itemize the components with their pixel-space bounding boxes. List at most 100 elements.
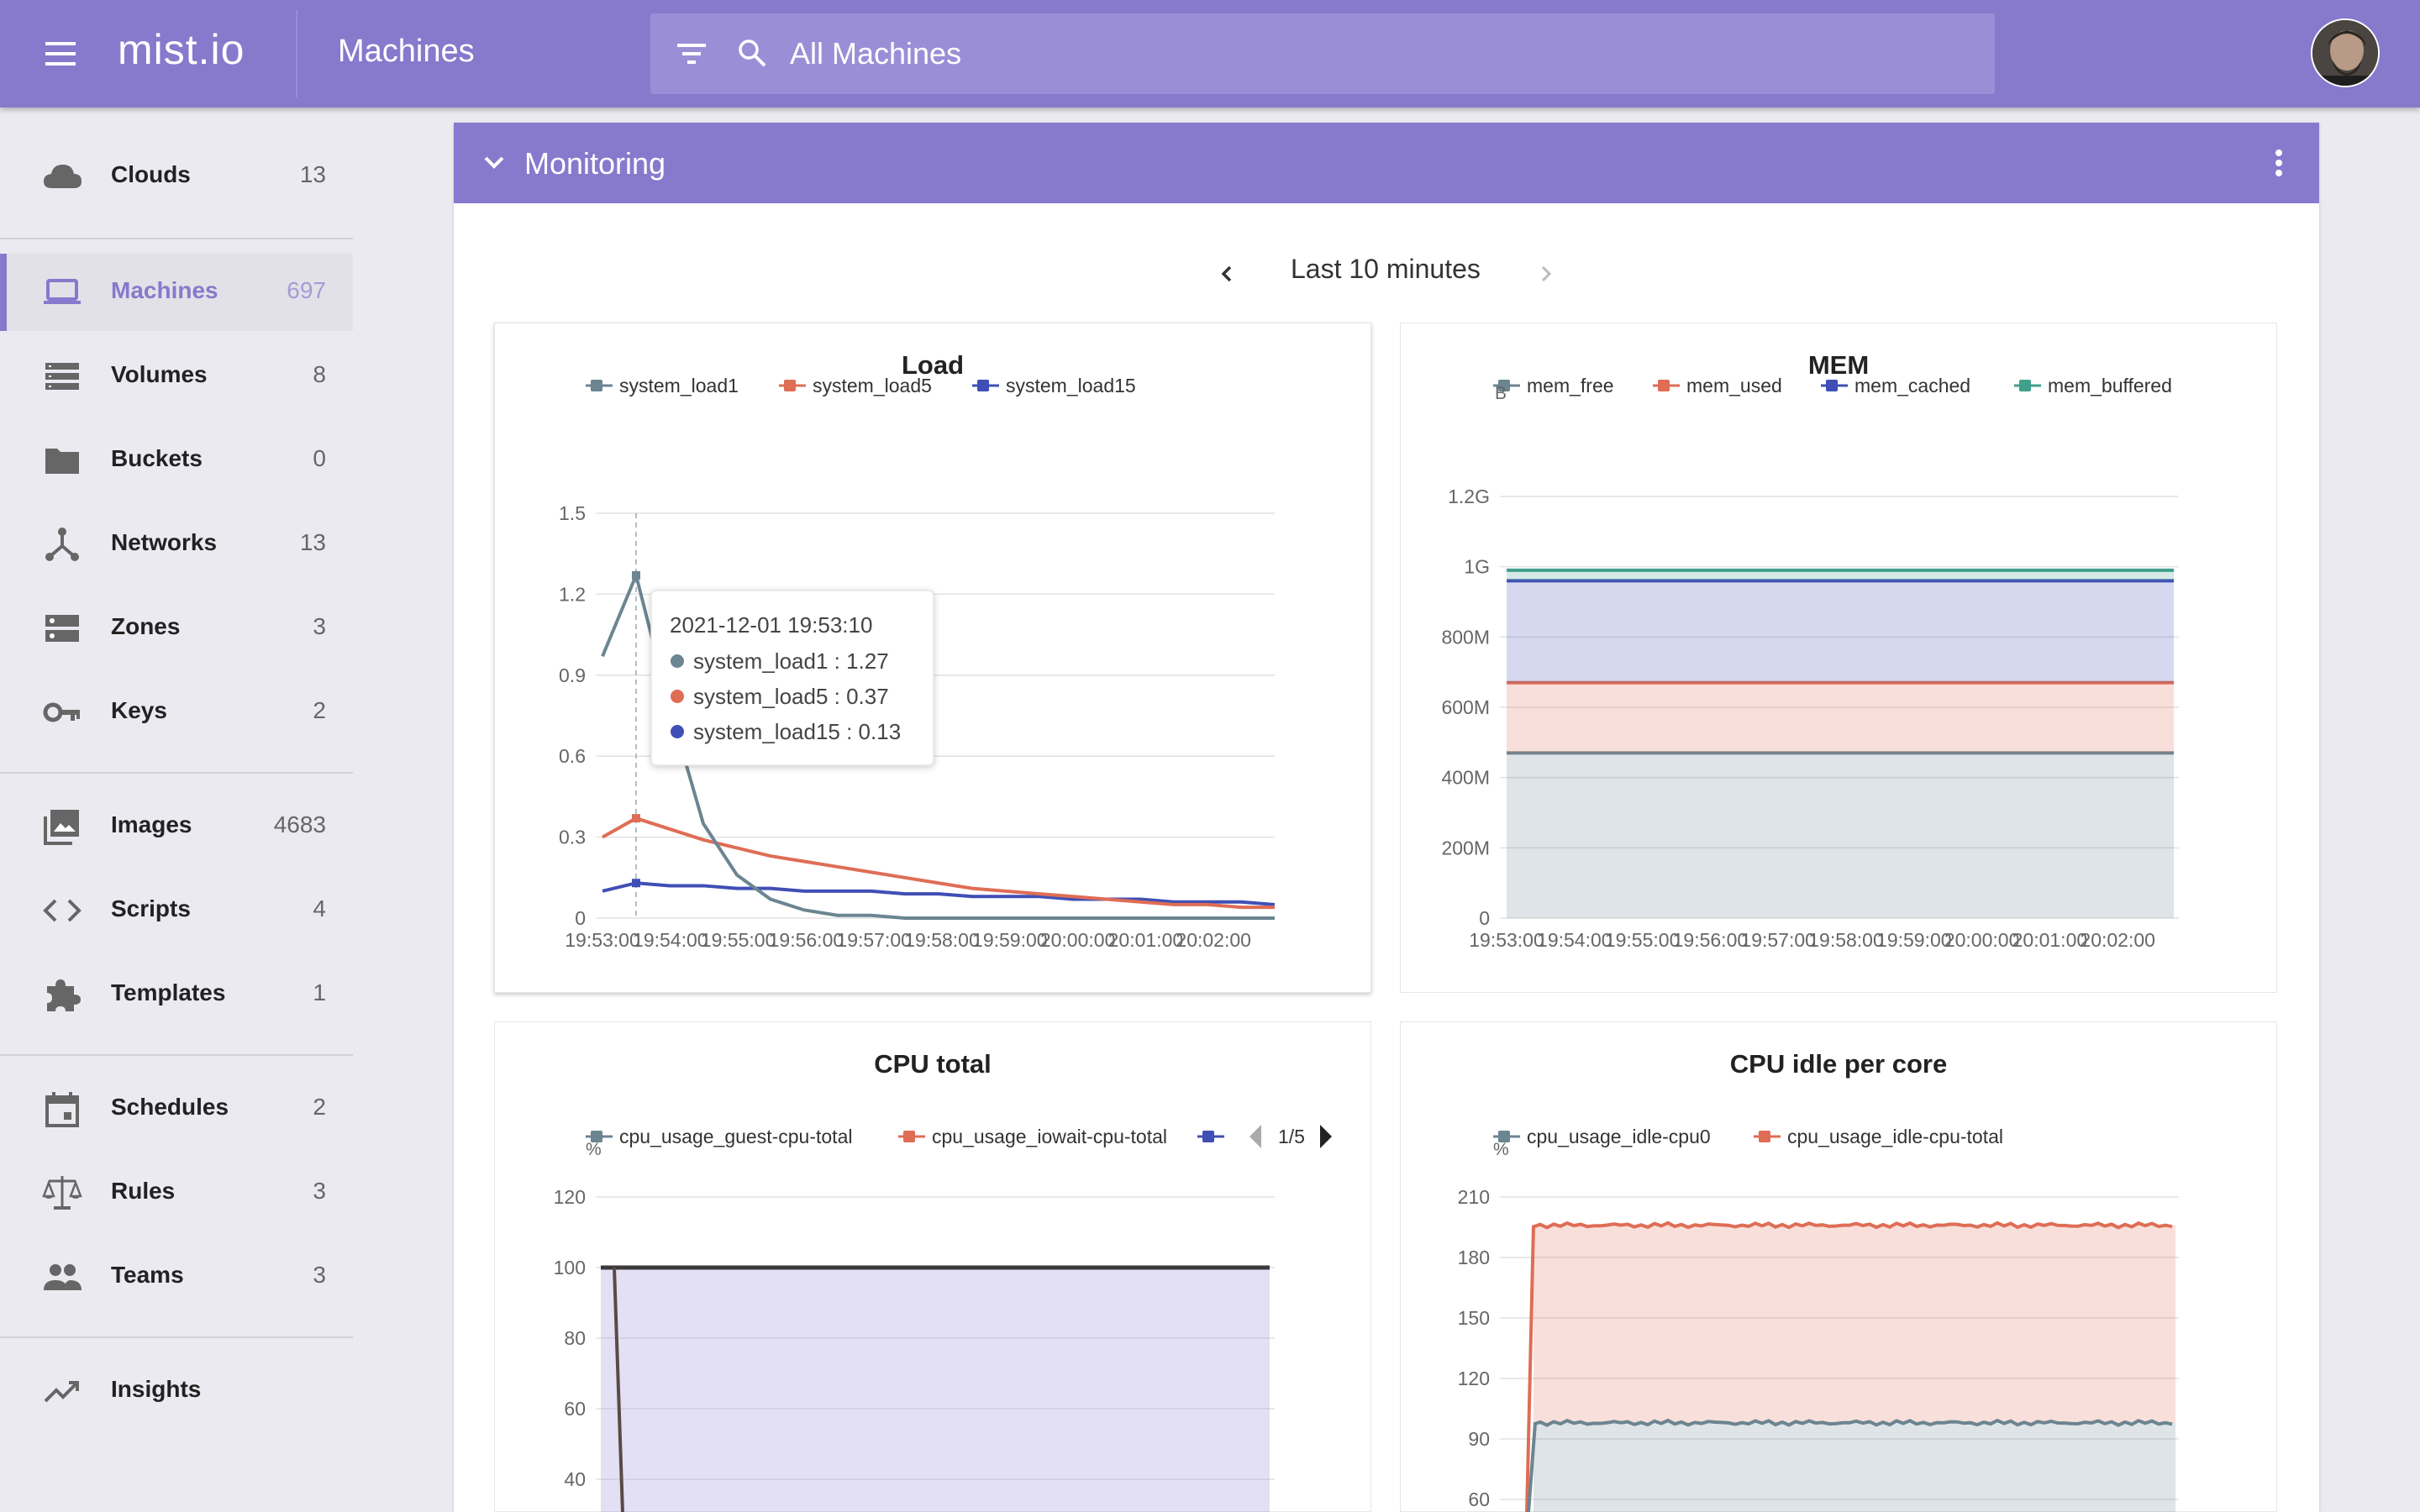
- chart-mem[interactable]: MEM mem_free mem_used mem_cached mem_buffer…: [1400, 323, 2277, 993]
- legend-label: system_load15: [1006, 375, 1136, 396]
- chart-tooltip: [650, 590, 934, 766]
- chart-title: CPU total: [874, 1049, 992, 1079]
- dns-icon: [42, 610, 82, 647]
- user-avatar[interactable]: [2311, 18, 2380, 87]
- sidebar-item-schedules[interactable]: Schedules 2: [0, 1070, 353, 1147]
- x-tick-label: 20:00:00: [1040, 929, 1116, 951]
- tooltip-line: system_load5 : 0.37: [693, 684, 889, 709]
- tooltip-line: system_load1 : 1.27: [693, 648, 889, 674]
- sidebar-item-insights[interactable]: Insights: [0, 1352, 353, 1430]
- sidebar-item-label: Keys: [111, 697, 167, 723]
- y-tick-label: 80: [564, 1327, 586, 1349]
- topbar-divider: [296, 10, 297, 97]
- sidebar-item-rules[interactable]: Rules 3: [0, 1154, 353, 1231]
- sidebar-item-label: Volumes: [111, 361, 208, 387]
- series-area-cpu_usage_idle-cpu0: [1534, 1422, 2175, 1512]
- legend-label: mem_buffered: [2048, 375, 2172, 396]
- x-tick-label: 20:00:00: [1944, 929, 2020, 951]
- legend-prev-icon: [1249, 1125, 1261, 1148]
- y-tick-label: 0: [1479, 907, 1490, 929]
- chart-cpu-total[interactable]: CPU total cpu_usage_guest-cpu-total cpu_u…: [494, 1021, 1371, 1512]
- x-tick-label: 19:55:00: [701, 929, 776, 951]
- app-logo[interactable]: mist.io: [118, 26, 245, 73]
- y-tick-label: 210: [1458, 1186, 1490, 1208]
- sidebar-item-count: 3: [313, 1262, 326, 1288]
- folder-icon: [42, 442, 82, 479]
- chevron-left-icon[interactable]: [1213, 259, 1239, 289]
- sidebar-item-label: Networks: [111, 529, 218, 555]
- sidebar-item-images[interactable]: Images 4683: [0, 788, 353, 865]
- chart-load[interactable]: Load system_load1 system_load5 system_load…: [494, 323, 1371, 993]
- sidebar-divider: [0, 1336, 353, 1338]
- legend-marker: [591, 380, 602, 391]
- x-tick-label: 19:58:00: [904, 929, 980, 951]
- legend-marker: [977, 380, 989, 391]
- y-tick-label: 90: [1468, 1428, 1490, 1450]
- legend-marker: [1759, 1131, 1770, 1142]
- sidebar-item-count: 8: [313, 361, 326, 387]
- cpu-idle-chart-svg[interactable]: cpu_usage_idle-cpu0 cpu_usage_idle-cpu-to…: [1401, 1022, 2278, 1512]
- y-tick-label: 120: [1458, 1368, 1490, 1389]
- x-tick-label: 19:57:00: [836, 929, 912, 951]
- laptop-icon: [42, 274, 82, 311]
- chart-cpu-idle[interactable]: CPU idle per core cpu_usage_idle-cpu0 cpu…: [1400, 1021, 2277, 1512]
- network-icon: [42, 526, 82, 563]
- x-tick-label: 19:53:00: [1469, 929, 1544, 951]
- sidebar-item-volumes[interactable]: Volumes 8: [0, 338, 353, 415]
- more-vert-icon[interactable]: [2272, 146, 2286, 180]
- x-tick-label: 19:54:00: [1537, 929, 1612, 951]
- chevron-right-icon[interactable]: [1534, 259, 1560, 289]
- x-tick-label: 20:01:00: [2012, 929, 2088, 951]
- sidebar-item-clouds[interactable]: Clouds 13: [0, 138, 353, 215]
- sidebar-item-teams[interactable]: Teams 3: [0, 1238, 353, 1315]
- legend-label: system_load5: [813, 375, 932, 396]
- chevron-down-icon[interactable]: [477, 146, 511, 180]
- sidebar-item-machines[interactable]: Machines 697: [0, 254, 353, 331]
- trending-up-icon: [42, 1373, 82, 1410]
- sidebar-item-networks[interactable]: Networks 13: [0, 506, 353, 583]
- sidebar-item-zones[interactable]: Zones 3: [0, 590, 353, 667]
- menu-icon[interactable]: [35, 32, 86, 76]
- monitoring-panel: Monitoring Last 10 minutes Load system_l…: [454, 123, 2319, 1512]
- y-tick-label: 1.2G: [1448, 486, 1490, 507]
- legend-marker: [784, 380, 796, 391]
- y-tick-label: 0.6: [559, 745, 586, 767]
- image-icon: [42, 808, 82, 845]
- sidebar-item-templates[interactable]: Templates 1: [0, 956, 353, 1033]
- series-area-cpu_usage_guest-cpu-total: [601, 1268, 1270, 1512]
- y-tick-label: 1G: [1464, 556, 1490, 578]
- y-unit-label: B: [1495, 384, 1507, 403]
- search-bar[interactable]: [650, 13, 1995, 94]
- sidebar-item-label: Images: [111, 811, 192, 837]
- sidebar-item-label: Teams: [111, 1262, 184, 1288]
- series-area-cpu_usage_idle-cpu-total: [1534, 1225, 2175, 1423]
- time-range-label[interactable]: Last 10 minutes: [1291, 254, 1481, 284]
- series-area-mem_buffered: [1507, 570, 2174, 581]
- mem-chart-svg[interactable]: mem_free mem_used mem_cached mem_buffered B 0…: [1401, 323, 2278, 994]
- y-tick-label: 60: [1468, 1488, 1490, 1510]
- filter-icon[interactable]: [676, 39, 708, 69]
- monitoring-header[interactable]: Monitoring: [454, 123, 2319, 203]
- x-tick-label: 20:02:00: [2080, 929, 2155, 951]
- legend-page-label: 1/5: [1278, 1126, 1305, 1147]
- x-tick-label: 19:56:00: [769, 929, 844, 951]
- sidebar-item-count: 1: [313, 979, 326, 1005]
- x-tick-label: 19:54:00: [633, 929, 708, 951]
- people-icon: [42, 1258, 82, 1295]
- search-input[interactable]: [790, 34, 1949, 74]
- sidebar-item-label: Buckets: [111, 445, 203, 471]
- sidebar-item-count: 3: [313, 613, 326, 639]
- y-tick-label: 40: [564, 1468, 586, 1490]
- time-range-selector: Last 10 minutes: [454, 249, 2319, 299]
- sidebar-item-count: 4: [313, 895, 326, 921]
- sidebar-item-label: Insights: [111, 1376, 202, 1402]
- sidebar-item-scripts[interactable]: Scripts 4: [0, 872, 353, 949]
- sidebar-item-buckets[interactable]: Buckets 0: [0, 422, 353, 499]
- sidebar-item-keys[interactable]: Keys 2: [0, 674, 353, 751]
- x-tick-label: 19:59:00: [972, 929, 1048, 951]
- legend-marker: [1498, 1131, 1510, 1142]
- legend-marker: [1202, 1131, 1214, 1142]
- cpu-total-chart-svg[interactable]: cpu_usage_guest-cpu-total cpu_usage_iowai…: [495, 1022, 1372, 1512]
- sidebar-item-count: 0: [313, 445, 326, 471]
- load-chart-svg[interactable]: system_load1 system_load5 system_load15 0 0.…: [495, 323, 1372, 994]
